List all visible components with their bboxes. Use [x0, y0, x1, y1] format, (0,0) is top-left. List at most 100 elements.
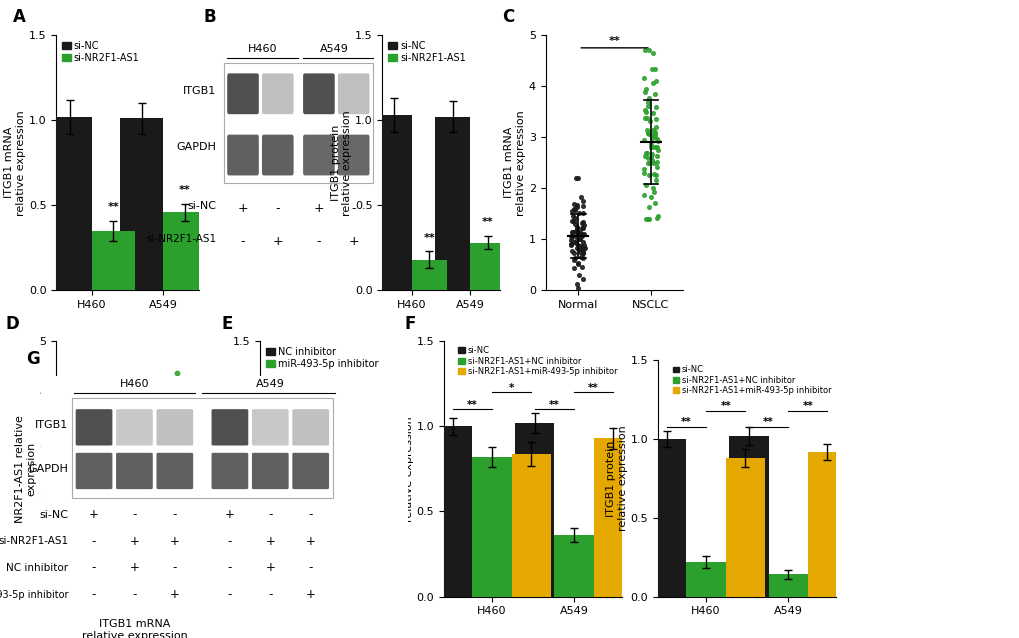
- Point: [575, 223, 591, 233]
- Point: [141, 446, 157, 456]
- Text: A549: A549: [256, 380, 284, 389]
- FancyBboxPatch shape: [337, 135, 369, 175]
- Text: n = 73: n = 73: [143, 438, 182, 452]
- Point: [565, 211, 581, 221]
- Point: [569, 223, 585, 233]
- Point: [564, 232, 580, 242]
- Point: [570, 228, 586, 239]
- Point: [77, 496, 94, 507]
- Text: -: -: [308, 561, 313, 574]
- Bar: [768, 574, 807, 597]
- Text: +: +: [225, 508, 234, 521]
- Point: [648, 151, 664, 161]
- Point: [87, 529, 103, 539]
- Point: [70, 528, 87, 538]
- Bar: [294, 559, 335, 597]
- Point: [564, 246, 580, 256]
- Y-axis label: ITGB1 protein
relative expression: ITGB1 protein relative expression: [605, 426, 627, 531]
- Bar: [512, 454, 550, 597]
- Text: **: **: [719, 401, 731, 412]
- Point: [636, 73, 652, 83]
- Text: +: +: [129, 561, 140, 574]
- FancyBboxPatch shape: [262, 73, 293, 114]
- Text: ITGB1: ITGB1: [182, 86, 216, 96]
- Point: [90, 530, 106, 540]
- Text: -: -: [268, 508, 272, 521]
- FancyBboxPatch shape: [303, 135, 334, 175]
- Point: [100, 491, 116, 501]
- Text: -: -: [308, 508, 313, 521]
- FancyBboxPatch shape: [116, 453, 153, 489]
- Point: [641, 158, 657, 168]
- Point: [643, 133, 659, 144]
- Text: **: **: [482, 218, 493, 227]
- Point: [78, 519, 95, 529]
- Point: [565, 237, 581, 248]
- Point: [564, 226, 580, 237]
- Point: [567, 238, 583, 248]
- Text: +: +: [306, 535, 315, 548]
- Point: [166, 423, 182, 433]
- Point: [646, 126, 662, 137]
- Point: [137, 443, 153, 453]
- Bar: [49, 117, 92, 290]
- Point: [575, 253, 591, 263]
- Point: [645, 187, 661, 197]
- Text: si-NC: si-NC: [186, 201, 216, 211]
- Bar: [376, 115, 412, 290]
- Point: [574, 248, 590, 258]
- Point: [637, 113, 653, 123]
- Text: -: -: [132, 508, 137, 521]
- Point: [567, 212, 583, 223]
- Point: [646, 197, 662, 207]
- Point: [570, 258, 586, 269]
- Text: GAPDH: GAPDH: [29, 464, 68, 473]
- Point: [648, 156, 664, 167]
- Text: +: +: [89, 508, 99, 521]
- Text: -: -: [240, 235, 245, 248]
- Point: [648, 135, 664, 145]
- Point: [107, 511, 123, 521]
- Point: [575, 218, 591, 228]
- Point: [565, 216, 581, 226]
- Point: [637, 105, 653, 115]
- Point: [67, 535, 84, 545]
- Point: [649, 145, 665, 156]
- Text: +: +: [348, 235, 359, 248]
- Legend: si-NC, si-NR2F1-AS1+NC inhibitor, si-NR2F1-AS1+miR-493-5p inhibitor: si-NC, si-NR2F1-AS1+NC inhibitor, si-NR2…: [458, 346, 618, 376]
- Point: [645, 158, 661, 168]
- Text: C: C: [501, 8, 514, 26]
- Point: [569, 243, 585, 253]
- Point: [637, 84, 653, 94]
- Bar: [322, 421, 363, 597]
- Point: [645, 108, 661, 118]
- Point: [138, 447, 154, 457]
- Point: [567, 218, 583, 228]
- Point: [643, 64, 659, 74]
- Point: [571, 243, 587, 253]
- Point: [641, 93, 657, 103]
- Point: [139, 464, 155, 475]
- Point: [573, 252, 589, 262]
- Bar: [412, 260, 446, 290]
- FancyBboxPatch shape: [303, 73, 334, 114]
- Point: [180, 457, 197, 467]
- Point: [574, 229, 590, 239]
- Point: [103, 493, 119, 503]
- FancyBboxPatch shape: [156, 409, 193, 445]
- Point: [638, 214, 654, 224]
- Point: [161, 456, 177, 466]
- FancyBboxPatch shape: [211, 453, 248, 489]
- Point: [567, 253, 583, 263]
- Point: [644, 183, 660, 193]
- Text: A549: A549: [320, 43, 348, 54]
- FancyBboxPatch shape: [292, 409, 329, 445]
- Y-axis label: NR2F1-AS1 relative
expresion: NR2F1-AS1 relative expresion: [15, 415, 37, 523]
- Point: [644, 78, 660, 88]
- Point: [570, 240, 586, 250]
- Text: GAPDH: GAPDH: [176, 142, 216, 152]
- Point: [135, 461, 151, 471]
- Text: -: -: [268, 588, 272, 601]
- Point: [647, 175, 663, 185]
- Point: [643, 130, 659, 140]
